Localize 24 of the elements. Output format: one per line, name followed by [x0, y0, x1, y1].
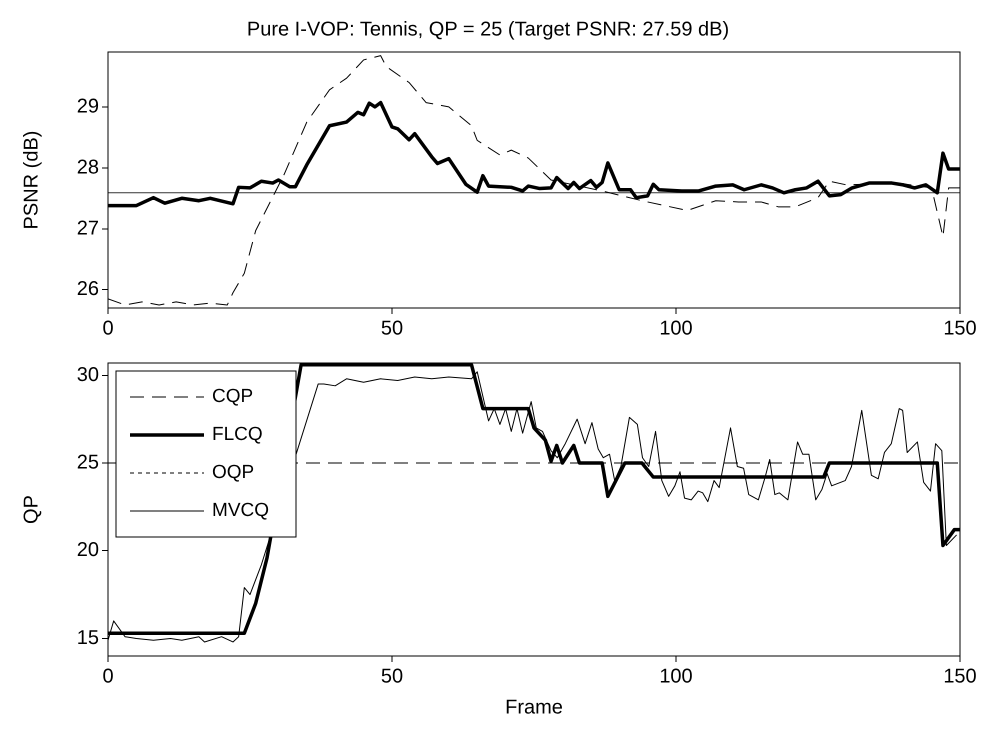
x-tick-label: 50: [380, 318, 404, 340]
legend-label: FLCQ: [212, 424, 263, 446]
y-tick-label: 25: [76, 452, 99, 474]
y-tick-label: 29: [76, 95, 99, 118]
y-tick-label: 30: [76, 364, 99, 386]
x-axis-title: Frame: [505, 696, 563, 719]
y-tick-label: 28: [76, 156, 99, 178]
legend-label: CQP: [212, 386, 254, 408]
x-tick-label: 150: [943, 318, 977, 340]
y-tick-label: 15: [76, 626, 99, 649]
y-axis-title: PSNR (dB): [20, 130, 43, 230]
legend-label: OQP: [212, 462, 254, 484]
y-tick-label: 27: [76, 217, 99, 240]
x-tick-label: 150: [943, 666, 977, 688]
chart-title: Pure I-VOP: Tennis, QP = 25 (Target PSNR: 27.59 dB): [246, 18, 730, 41]
y-tick-label: 26: [76, 278, 99, 300]
x-tick-label: 0: [102, 666, 114, 688]
x-tick-label: 100: [659, 318, 693, 340]
x-tick-label: 50: [380, 666, 404, 688]
legend-label: MVCQ: [212, 500, 269, 522]
x-tick-label: 100: [659, 666, 693, 688]
y-axis-title: QP: [20, 495, 43, 524]
y-tick-label: 20: [76, 539, 99, 562]
x-tick-label: 0: [102, 318, 114, 340]
